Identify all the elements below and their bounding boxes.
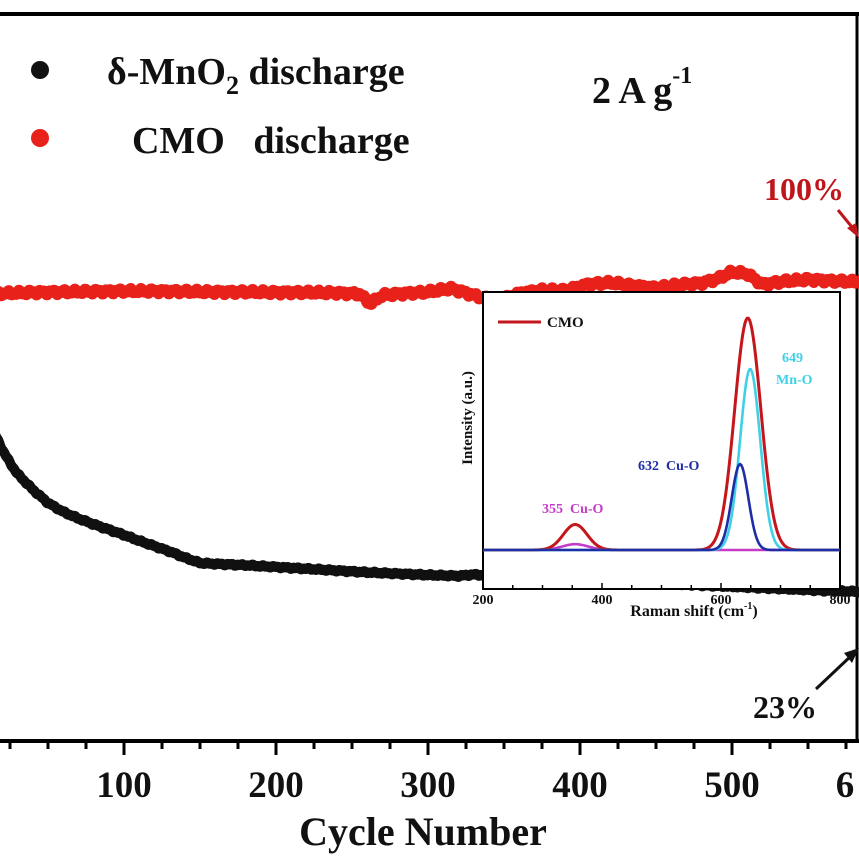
inset-x-tick-label: 200 [473,593,494,608]
x-tick-label: 500 [704,765,760,806]
x-axis-tick-labels: 100 200 300 400 500 6 [96,765,854,806]
inset-peak-label-649: 649 [782,351,803,366]
x-axis-title: Cycle Number [299,809,547,854]
x-tick-label: 6 [836,765,855,806]
inset-peak-label-mn-o: Mn-O [776,373,813,388]
inset-spectra [483,316,840,552]
inset-x-axis-title: Raman shift (cm-1) [630,601,757,620]
inset-x-tick-label: 400 [592,593,613,608]
legend-label-mno2: δ-MnO2 discharge [107,51,405,100]
legend-label-mno2-main: δ-MnO [107,51,226,93]
inset-x-axis-title-main: Raman shift (cm [630,603,744,620]
inset-x-axis-title-exp: -1 [744,601,752,612]
inset-spectrum-line [483,462,840,552]
x-tick-label: 300 [400,765,456,806]
inset-peak-label-632: 632 Cu-O [638,459,700,474]
inset-x-tick-label: 800 [830,593,851,608]
annotation-100-arrowhead [847,223,859,238]
series-cmo-discharge [0,264,859,310]
legend-marker-mno2 [31,61,49,79]
legend-marker-cmo [31,129,49,147]
x-tick-label: 100 [96,765,152,806]
legend-label-mno2-sub: 2 [226,71,239,100]
x-axis-ticks [8,741,848,755]
inset-x-axis-tick-labels: 200 400 600 800 [473,593,851,608]
x-tick-label: 400 [552,765,608,806]
inset-x-tick-label: 600 [711,593,732,608]
inset-x-axis-ticks [512,583,811,589]
legend-label-mno2-rest: discharge [239,51,405,93]
annotation-23-percent: 23% [753,689,817,725]
annotation-23-arrow [814,653,854,691]
legend-label-cmo: CMO discharge [132,120,410,162]
annotation-100-percent: 100% [764,171,844,207]
rate-label-base: 2 A g [592,70,672,112]
inset-legend-label: CMO [547,315,584,331]
inset-y-axis-title: Intensity (a.u.) [460,371,476,465]
inset-x-axis-title-end: ) [752,603,757,620]
rate-label: 2 A g-1 [592,63,692,112]
raman-inset: 200 400 600 800 CMO 355 Cu-O 632 Cu-O 649 M… [460,291,851,620]
inset-frame [482,291,841,590]
annotation-23-arrowhead [844,648,859,663]
x-tick-label: 200 [248,765,304,806]
inset-peak-label-355: 355 Cu-O [542,502,604,517]
rate-label-exp: -1 [672,63,692,89]
